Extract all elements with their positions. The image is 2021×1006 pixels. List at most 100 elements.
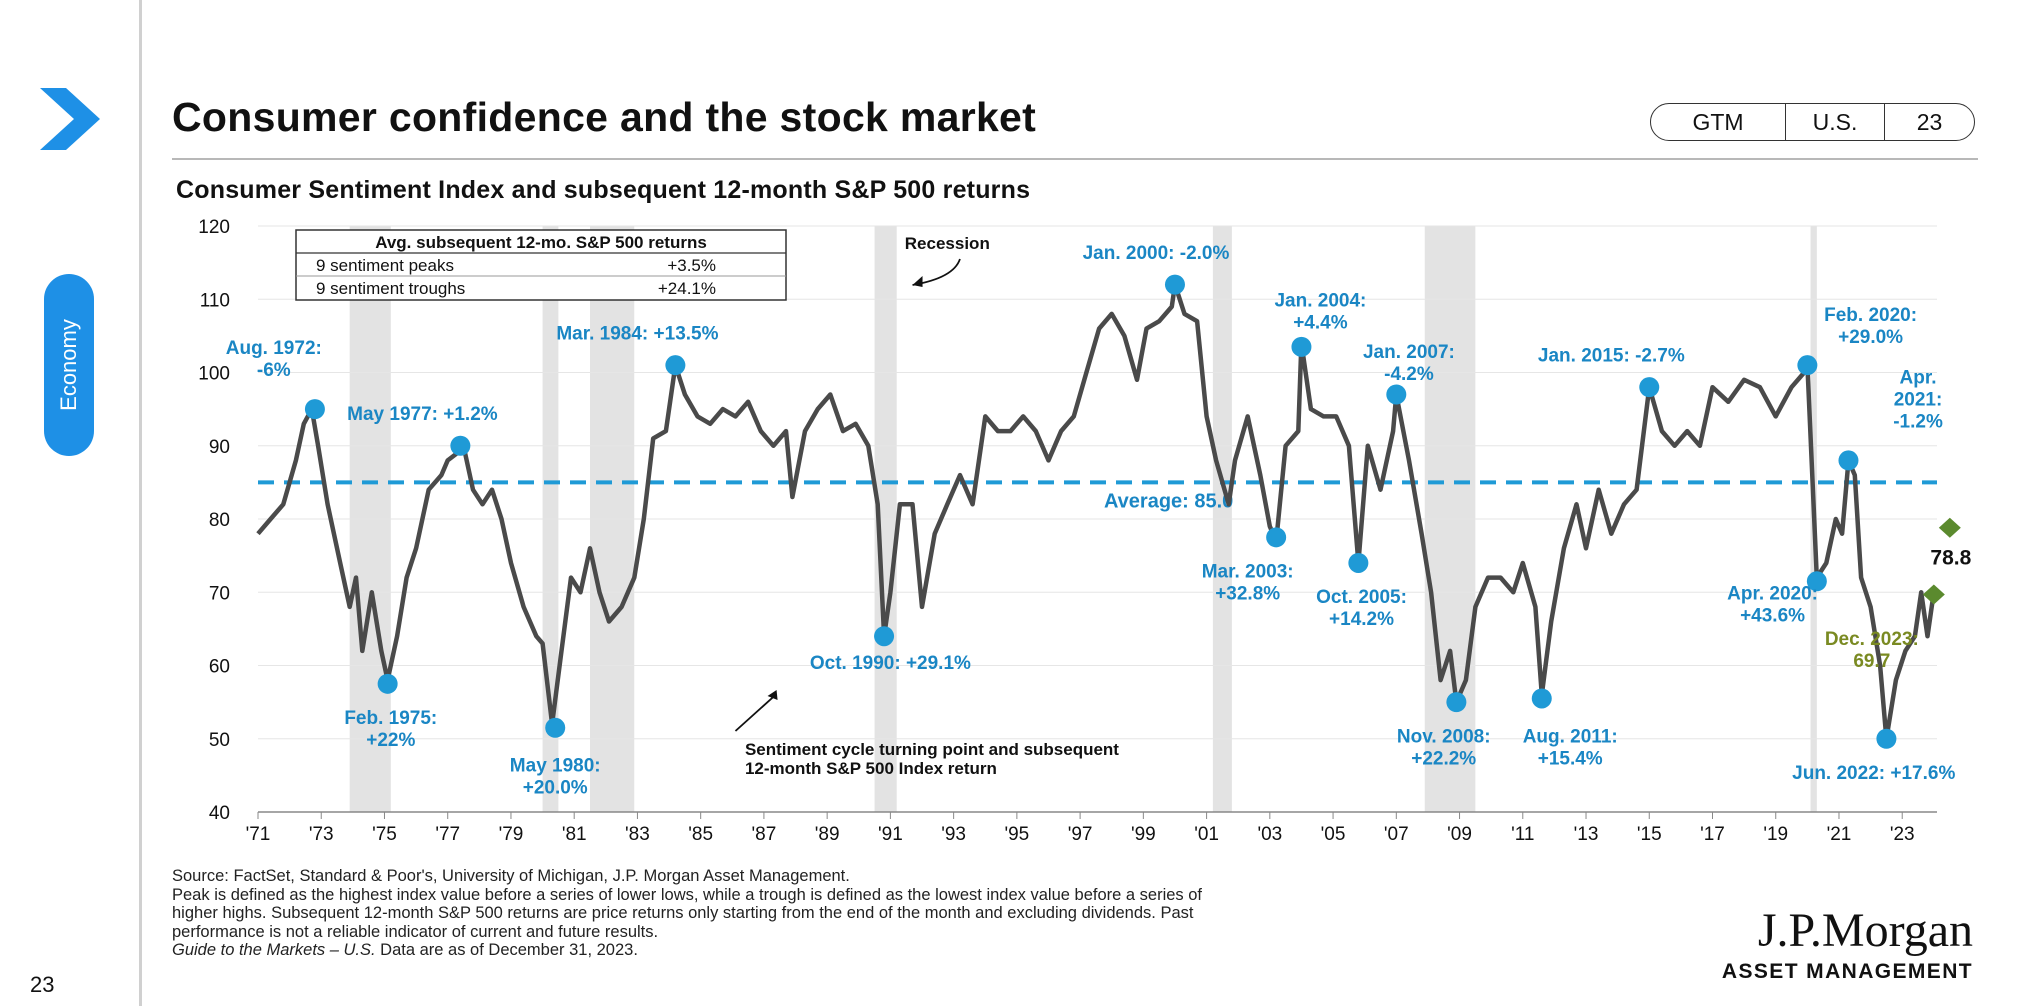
turning-point-marker — [665, 355, 686, 376]
recession-arrowhead — [912, 276, 923, 287]
x-tick-label: '85 — [688, 824, 713, 845]
page-title: Consumer confidence and the stock market — [172, 94, 1037, 140]
turning-point-label: Jun. 2022: +17.6% — [1792, 763, 1955, 784]
turning-point-label: Jan. 2000: -2.0% — [1083, 243, 1230, 264]
prelim-value-label: 78.8 — [1930, 546, 1971, 569]
tag-gtm: GTM — [1651, 104, 1786, 140]
turning-point-label: Apr. 2021: -1.2% — [1893, 367, 1943, 432]
source-line: performance is not a reliable indicator … — [172, 922, 659, 941]
source-notes: Source: FactSet, Standard & Poor's, Univ… — [172, 867, 1622, 960]
y-tick-label: 40 — [209, 803, 230, 824]
x-tick-label: '13 — [1574, 824, 1599, 845]
turning-point-label: Feb. 2020: +29.0% — [1824, 305, 1917, 348]
y-tick-label: 120 — [198, 217, 230, 238]
page-number: 23 — [30, 972, 55, 997]
turning-point-label: Oct. 2005: +14.2% — [1316, 587, 1407, 630]
y-tick-label: 70 — [209, 583, 230, 604]
source-date: Data are as of December 31, 2023. — [375, 941, 638, 959]
chevron-logo-icon — [40, 88, 100, 150]
turning-point-label: Aug. 1972: -6% — [226, 338, 322, 381]
turning-point-marker — [1266, 527, 1287, 548]
source-guide-title: Guide to the Markets – U.S. — [172, 941, 376, 959]
x-tick-label: '95 — [1004, 824, 1029, 845]
y-tick-label: 60 — [209, 657, 230, 678]
tag-page: 23 — [1916, 108, 1943, 135]
tag-region: U.S. — [1786, 104, 1885, 140]
recession-annotation: Recession — [905, 234, 990, 253]
x-tick-label: '11 — [1511, 824, 1534, 845]
turning-point-marker — [1446, 692, 1467, 713]
returns-table-header: Avg. subsequent 12-mo. S&P 500 returns — [375, 233, 707, 252]
turning-point-label: Aug. 2011: +15.4% — [1523, 726, 1618, 769]
turning-annotation-arrow — [734, 693, 778, 732]
x-tick-label: '71 — [246, 824, 271, 845]
average-label: Average: 85.0 — [1104, 490, 1233, 512]
turning-point-label: Jan. 2007: -4.2% — [1363, 342, 1455, 385]
turning-point-label: Jan. 2004: +4.4% — [1274, 291, 1366, 334]
x-tick-label: '17 — [1700, 824, 1725, 845]
x-tick-label: '87 — [752, 824, 777, 845]
gtm-tag-pill: GTM U.S. 23 — [1650, 103, 1975, 141]
returns-table-row-value: +24.1% — [658, 279, 716, 298]
x-tick-label: '73 — [309, 824, 334, 845]
turning-point-marker — [1386, 384, 1407, 405]
x-tick-label: '09 — [1447, 824, 1472, 845]
turning-point-marker — [1797, 355, 1818, 376]
x-tick-label: '23 — [1890, 824, 1915, 845]
left-margin-rule — [139, 0, 142, 1006]
turning-point-label: Jan. 2015: -2.7% — [1538, 346, 1685, 367]
x-tick-label: '79 — [499, 824, 524, 845]
x-tick-label: '77 — [435, 824, 460, 845]
returns-table-row-value: +3.5% — [667, 256, 716, 275]
turning-point-label: Apr. 2020: +43.6% — [1727, 584, 1818, 627]
x-tick-label: '83 — [625, 824, 650, 845]
latest-value-marker — [1922, 584, 1945, 605]
title-divider — [172, 158, 1978, 160]
x-tick-label: '91 — [878, 824, 903, 845]
brand-name: J.P.Morgan — [1757, 904, 1973, 957]
x-tick-label: '75 — [372, 824, 397, 845]
section-tab-economy[interactable]: Economy — [44, 274, 94, 456]
x-tick-label: '99 — [1131, 824, 1156, 845]
returns-table-box — [295, 229, 787, 301]
source-line: Source: FactSet, Standard & Poor's, Univ… — [172, 867, 850, 885]
x-tick-label: '15 — [1637, 824, 1662, 845]
x-tick-label: '81 — [562, 824, 587, 845]
source-line: higher highs. Subsequent 12-month S&P 50… — [172, 904, 1194, 922]
turning-point-marker — [1806, 571, 1827, 592]
returns-table-row-label: 9 sentiment peaks — [316, 256, 454, 275]
turning-point-marker — [1348, 552, 1369, 573]
y-tick-label: 100 — [198, 364, 230, 385]
turning-point-label: May 1980: +20.0% — [510, 756, 601, 799]
source-line: Peak is defined as the highest index val… — [172, 885, 1203, 904]
turning-point-marker — [1164, 274, 1185, 295]
x-tick-label: '97 — [1068, 824, 1093, 845]
chart-subtitle: Consumer Sentiment Index and subsequent … — [176, 176, 1031, 204]
turning-point-marker — [304, 399, 325, 420]
turning-point-marker — [1838, 450, 1859, 471]
y-tick-label: 80 — [209, 510, 230, 531]
y-tick-label: 50 — [209, 730, 230, 751]
turning-annotation-arrowhead — [767, 690, 778, 700]
x-tick-label: '01 — [1194, 824, 1219, 845]
turning-point-label: May 1977: +1.2% — [347, 404, 498, 425]
turning-point-label: Feb. 1975: +22% — [344, 708, 437, 751]
x-tick-label: '03 — [1257, 824, 1282, 845]
turning-point-marker — [874, 626, 895, 647]
turning-point-marker — [1639, 377, 1660, 398]
turning-point-marker — [1876, 728, 1897, 749]
x-tick-label: '07 — [1384, 824, 1409, 845]
turning-point-marker — [1291, 336, 1312, 357]
turning-point-label: Oct. 1990: +29.1% — [810, 653, 971, 674]
turning-point-marker — [545, 717, 566, 738]
jpmorgan-logo: J.P.Morgan ASSET MANAGEMENT — [1722, 906, 1973, 984]
returns-table-row-label: 9 sentiment troughs — [316, 279, 465, 298]
turning-point-label: Mar. 2003: +32.8% — [1202, 562, 1294, 605]
turning-point-annotation: Sentiment cycle turning point and subseq… — [745, 740, 1119, 778]
turning-point-label: Mar. 1984: +13.5% — [556, 324, 718, 345]
x-tick-label: '89 — [815, 824, 840, 845]
x-tick-label: '19 — [1763, 824, 1788, 845]
turning-point-label: Nov. 2008: +22.2% — [1397, 726, 1491, 769]
brand-subtitle: ASSET MANAGEMENT — [1721, 960, 1973, 983]
